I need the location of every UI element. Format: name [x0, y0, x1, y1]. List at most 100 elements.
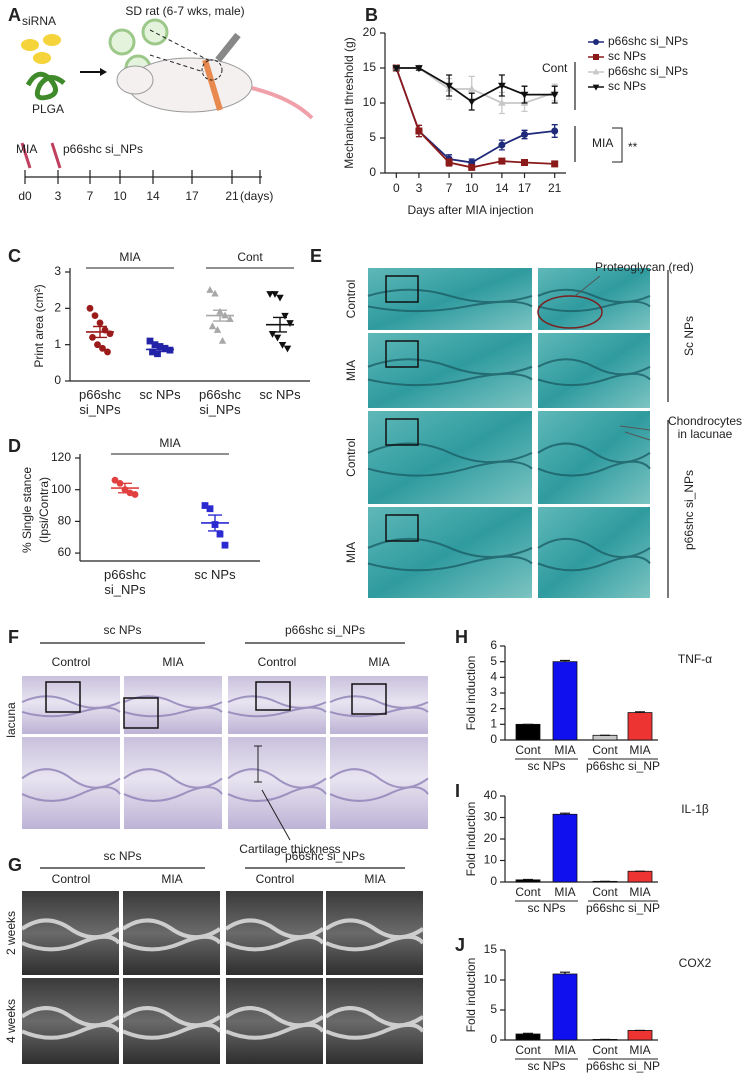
y-tick-label: 30: [484, 810, 498, 824]
marker: [592, 68, 600, 75]
micrograph: [226, 978, 323, 1064]
micrograph: [326, 891, 423, 975]
panel-label: G: [8, 855, 22, 875]
rat-head: [116, 65, 154, 95]
marker: [96, 319, 104, 327]
marker: [268, 331, 277, 338]
bar: [627, 712, 653, 741]
zoom-box: [385, 514, 419, 542]
marker: [146, 337, 154, 345]
x-tick-label: MIA: [554, 743, 575, 757]
micrograph: [22, 737, 120, 829]
y-axis-label: (Ipsi/Contra): [37, 477, 51, 543]
arrow-head: [100, 68, 107, 76]
y-axis-label: Fold induction: [464, 656, 478, 731]
tissue-texture: [367, 288, 533, 313]
micrograph: [22, 978, 119, 1064]
x-tick-label: MIA: [629, 743, 650, 757]
marker: [161, 344, 169, 352]
marker: [415, 127, 423, 135]
injection-site: [201, 59, 223, 81]
marker: [216, 530, 224, 538]
panel-label: A: [8, 5, 21, 25]
marker: [467, 98, 476, 106]
error-bar: [560, 971, 570, 974]
marker: [89, 334, 96, 341]
marker: [521, 131, 529, 138]
tissue-texture: [227, 695, 327, 718]
y-axis-label: % Single stance: [20, 467, 34, 553]
panel-label: H: [455, 627, 468, 647]
marker: [211, 289, 219, 297]
y-tick-label: 4: [490, 670, 497, 684]
nanoparticle: [108, 28, 136, 56]
tissue-texture: [537, 358, 651, 387]
x-tick-label-box: p66shc si_NPs: [199, 387, 241, 417]
micrograph: [228, 737, 326, 829]
x-tick-label: MIA: [554, 1043, 575, 1057]
y-axis-label: Print area (cm²): [32, 284, 46, 367]
marker: [281, 312, 289, 320]
micrograph: [538, 268, 650, 330]
group-label: p66shc si_NP: [586, 1059, 660, 1073]
error-bar: [560, 812, 570, 815]
panel-label: B: [365, 5, 378, 25]
particle: [43, 34, 61, 46]
panel-label: E: [310, 246, 322, 266]
x-tick-label: sc NPs: [194, 567, 236, 582]
marker: [445, 82, 453, 90]
schematic-label: MIA: [16, 142, 37, 156]
timeline-label: 14: [146, 189, 160, 203]
marker: [218, 336, 227, 344]
annotation: Cont: [237, 250, 263, 264]
marker: [208, 322, 217, 330]
micrograph: [326, 978, 423, 1064]
tissue-texture: [537, 442, 651, 477]
column-label: Control: [258, 655, 297, 669]
y-tick-label: 15: [363, 60, 377, 74]
tissue-texture: [224, 918, 325, 952]
zoom-box: [255, 681, 291, 711]
y-tick-label: 6: [490, 638, 497, 652]
y-tick-label: 120: [51, 450, 71, 464]
tissue-texture: [367, 358, 533, 387]
annotation: in lacunae: [678, 427, 733, 441]
micrograph: [538, 333, 650, 408]
column-label: MIA: [368, 655, 389, 669]
marker: [415, 65, 423, 73]
panel-label: I: [455, 781, 460, 801]
y-tick-label: 0: [490, 874, 497, 888]
marker: [104, 348, 111, 356]
annotation: Cartilage thickness: [239, 842, 340, 856]
timeline-label: 3: [55, 189, 62, 203]
x-tick-label: MIA: [629, 1043, 650, 1057]
group-label: p66shc si_NPs: [285, 623, 365, 637]
series-line: [396, 67, 555, 104]
x-tick-label: Cont: [592, 885, 618, 899]
tissue-texture: [21, 695, 121, 718]
row-label: 4 weeks: [4, 999, 18, 1043]
x-tick-label: sc NPs: [259, 387, 301, 402]
marker: [593, 39, 599, 45]
x-tick-label: p66shc si_NPs: [79, 387, 121, 417]
y-tick-label: 15: [484, 942, 498, 956]
y-tick-label: 1: [54, 337, 61, 351]
y-tick-label: 0: [490, 1032, 497, 1046]
sem-bar: [273, 316, 287, 333]
marker: [201, 502, 209, 509]
micrograph: [330, 737, 428, 829]
legend-label: sc NPs: [608, 79, 646, 93]
error-bar: [635, 711, 645, 713]
y-tick-label: 1: [490, 717, 497, 731]
group-label: p66shc si_NPs: [285, 849, 365, 863]
bar: [515, 1033, 541, 1041]
marker: [273, 334, 282, 342]
micrograph: [22, 891, 119, 975]
y-tick-label: 20: [484, 831, 498, 845]
zoom-box: [45, 681, 81, 713]
error-bar: [523, 1032, 533, 1034]
bar: [515, 723, 541, 741]
rat-knee: [202, 59, 223, 111]
y-tick-label: 2: [490, 701, 497, 715]
y-tick-label: 80: [58, 514, 72, 528]
